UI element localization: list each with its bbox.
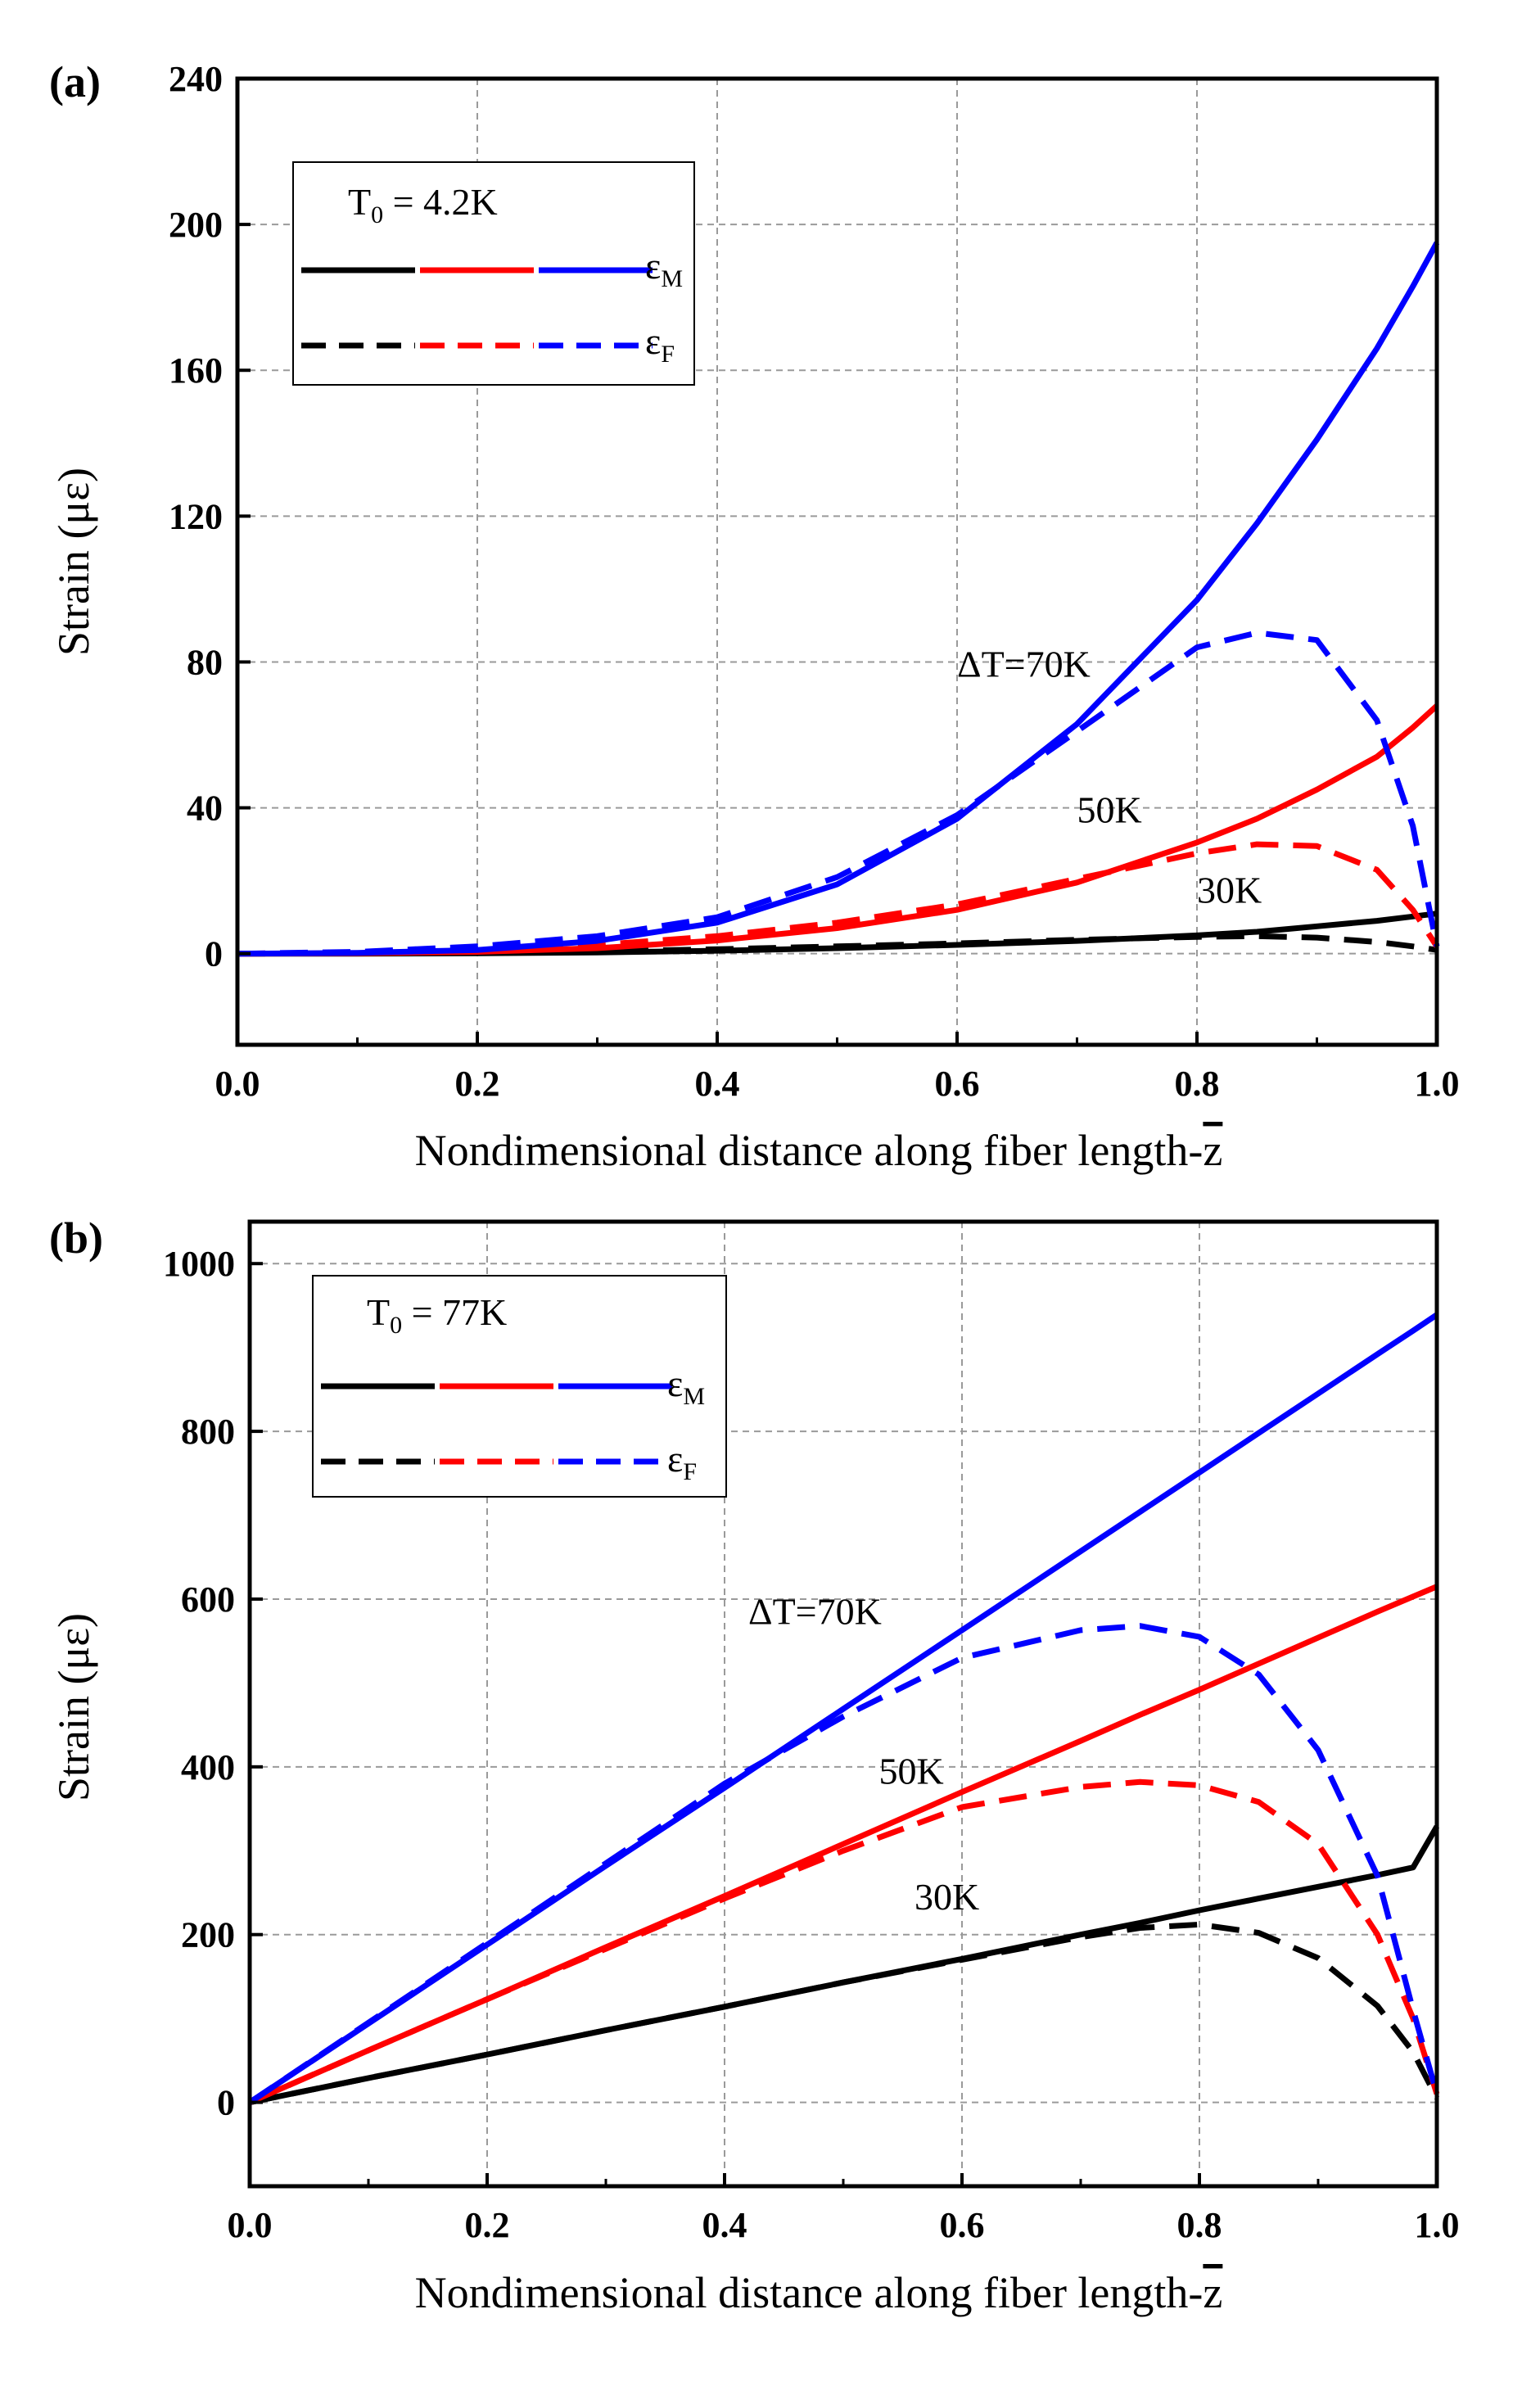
panel-b-y-tick-label: 800 <box>181 1412 235 1452</box>
panel-b-x-axis-title: Nondimensional distance along fiber leng… <box>415 2268 1223 2317</box>
panel-b-x-tick-label: 1.0 <box>1415 2205 1460 2245</box>
panel-b-annotations: ΔT=70K 50K 30K <box>748 1591 979 1918</box>
panel-a: (a) 0.0 0.2 0.4 0.6 0.8 1.004080120160200240 … <box>49 57 1460 1175</box>
panel-a-y-tick-label: 0 <box>205 934 223 974</box>
panel-a-y-tick-label: 240 <box>169 59 223 99</box>
panel-a-legend-ef-symbol: ε <box>645 320 661 362</box>
panel-b-series-line <box>249 1921 1440 2106</box>
panel-b-series <box>248 1312 1440 2106</box>
panel-a-series <box>237 241 1440 957</box>
panel-b-legend-lines <box>321 1383 672 1465</box>
panel-b-x-tick-label: 0.8 <box>1177 2205 1222 2245</box>
panel-b-y-tick-label: 0 <box>217 2083 235 2123</box>
panel-b-legend-ef-symbol: ε <box>667 1438 683 1480</box>
panel-a-legend-label-em: εM <box>645 245 683 292</box>
panel-b-legend-label-em: εM <box>667 1362 705 1410</box>
panel-a-legend: T0 = 4.2K εM εF <box>292 161 695 386</box>
panel-a-x-axis-text: Nondimensional distance along fiber leng… <box>415 1126 1204 1175</box>
panel-a-x-tick-label: 0.2 <box>455 1064 500 1104</box>
panel-a-ticks: 0.0 0.2 0.4 0.6 0.8 1.0 0 40 80 120 160 200 240 <box>169 59 1460 1104</box>
panel-b-x-axis-text: Nondimensional distance along fiber leng… <box>415 2268 1204 2317</box>
panel-b-y-axis-title: Strain (με) <box>49 1613 98 1801</box>
panel-a-legend-title-symbol: T <box>348 181 371 223</box>
panel-a-y-tick-label: 80 <box>187 642 223 682</box>
panel-b-label: (b) <box>49 1213 103 1263</box>
panel-b-ticks: 0.0 0.2 0.4 0.6 0.8 1.0 0 200 400 600 800 1000 <box>163 1244 1460 2245</box>
panel-b-legend-label-ef: εF <box>667 1438 697 1485</box>
panel-b-legend: T0 = 77K εM εF <box>312 1275 727 1498</box>
panel-a-label: (a) <box>49 57 101 106</box>
panel-b-legend-title-symbol: T <box>367 1291 390 1333</box>
panel-a-x-tick-label: 0.6 <box>935 1064 980 1104</box>
panel-a-x-tick-label: 0.0 <box>215 1064 260 1104</box>
panel-a-annotation: ΔT=70K <box>957 643 1091 685</box>
panel-a-y-tick-label: 160 <box>169 350 223 391</box>
panel-b-y-tick-label: 400 <box>181 1747 235 1787</box>
panel-b-legend-em-sub: M <box>683 1383 705 1410</box>
panel-b-y-tick-label: 200 <box>181 1915 235 1955</box>
panel-a-y-tick-label: 40 <box>187 789 223 829</box>
panel-a-y-tick-label: 200 <box>169 205 223 245</box>
panel-b-y-tick-label: 1000 <box>163 1244 235 1284</box>
panel-b-legend-ef-sub: F <box>683 1458 697 1485</box>
panel-b-legend-title: T0 = 77K <box>367 1291 507 1339</box>
panel-b-series-line <box>248 1778 1440 2105</box>
panel-a-legend-title-sub: 0 <box>371 201 383 228</box>
panel-b-legend-title-sub: 0 <box>390 1312 402 1339</box>
panel-a-series-line <box>237 630 1440 957</box>
panel-b-series-line <box>248 1623 1440 2105</box>
panel-a-x-tick-label: 0.4 <box>695 1064 740 1104</box>
panel-a-legend-lines <box>301 267 653 349</box>
panel-a-x-tick-label: 0.8 <box>1175 1064 1220 1104</box>
panel-a-legend-em-sub: M <box>661 265 683 292</box>
panel-b-annotation: 30K <box>915 1876 979 1918</box>
panel-b-y-tick-label: 600 <box>181 1579 235 1620</box>
panel-a-legend-title: T0 = 4.2K <box>348 181 498 228</box>
panel-b-series-line <box>248 1312 1438 2105</box>
panel-b-x-tick-label: 0.0 <box>228 2205 273 2245</box>
panel-b-x-tick-label: 0.2 <box>465 2205 510 2245</box>
panel-b-x-tick-label: 0.6 <box>940 2205 985 2245</box>
panel-a-x-tick-label: 1.0 <box>1415 1064 1460 1104</box>
panel-a-annotation: 30K <box>1197 869 1262 911</box>
panel-a-annotation: 50K <box>1077 789 1142 830</box>
panel-b-x-axis-symbol: z <box>1203 2268 1222 2317</box>
panel-a-y-tick-label: 120 <box>169 496 223 536</box>
panel-b-legend-title-value: = 77K <box>402 1291 507 1333</box>
panel-a-annotations: ΔT=70K 50K 30K <box>957 643 1262 911</box>
panel-b: (b) 0.0 0.2 0.4 0.6 0.8 1.002004006008001000 … <box>49 1213 1460 2317</box>
panel-a-x-axis-title: Nondimensional distance along fiber leng… <box>415 1126 1223 1175</box>
panel-b-annotation: 50K <box>879 1750 944 1792</box>
panel-b-annotation: ΔT=70K <box>748 1591 882 1633</box>
panel-a-legend-ef-sub: F <box>661 341 675 368</box>
panel-a-legend-em-symbol: ε <box>645 245 661 287</box>
panel-b-legend-em-symbol: ε <box>667 1362 683 1404</box>
panel-a-legend-label-ef: εF <box>645 320 675 368</box>
panel-b-x-tick-label: 0.4 <box>702 2205 747 2245</box>
panel-a-y-axis-title: Strain (με) <box>49 468 98 656</box>
panel-a-legend-title-value: = 4.2K <box>383 181 498 223</box>
panel-a-x-axis-symbol: z <box>1203 1126 1222 1175</box>
